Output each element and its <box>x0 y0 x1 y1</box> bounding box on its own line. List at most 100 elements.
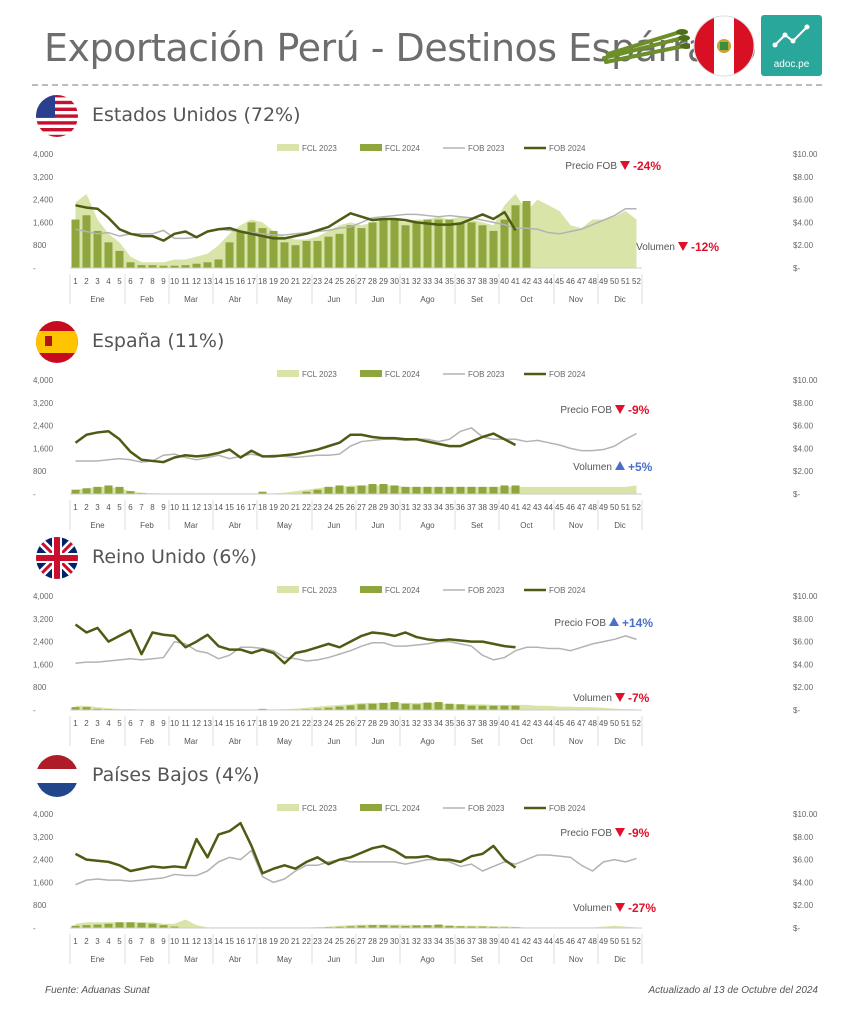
bar-fcl2024-week-24 <box>324 707 333 710</box>
bar-fcl2024-week-21 <box>291 245 300 268</box>
precio-fob-change: -9% <box>628 826 650 840</box>
week-tick-label: 7 <box>139 719 144 728</box>
bar-fcl2024-week-8 <box>148 923 157 928</box>
week-tick-label: 42 <box>522 719 531 728</box>
bar-fcl2024-week-34 <box>434 486 443 494</box>
month-label: Mar <box>184 521 198 530</box>
week-tick-label: 6 <box>128 503 133 512</box>
legend-swatch-fcl2023 <box>277 804 299 811</box>
week-tick-label: 48 <box>588 277 597 286</box>
legend-swatch-fcl2023 <box>277 370 299 377</box>
y-tick-label: 4,000 <box>33 810 54 819</box>
y2-tick-label: $4.00 <box>793 218 814 227</box>
volumen-change: -27% <box>628 901 656 915</box>
line-fob2023 <box>75 635 637 665</box>
week-tick-label: 5 <box>117 937 122 946</box>
week-tick-label: 50 <box>610 719 619 728</box>
month-label: Jun <box>372 295 385 304</box>
legend-label-fob2023: FOB 2023 <box>468 370 505 379</box>
week-tick-label: 25 <box>335 277 344 286</box>
section-reino-unido: Reino Unido (6%) FCL 2023 FCL 2024 FOB 202… <box>0 536 853 746</box>
week-tick-label: 9 <box>161 277 166 286</box>
week-tick-label: 36 <box>456 937 465 946</box>
bar-fcl2024-week-34 <box>434 924 443 928</box>
week-tick-label: 38 <box>478 503 487 512</box>
bar-fcl2024-week-28 <box>368 484 377 494</box>
volumen-down-arrow-icon <box>678 242 688 251</box>
week-tick-label: 27 <box>357 937 366 946</box>
week-tick-label: 4 <box>106 277 111 286</box>
bar-fcl2024-week-32 <box>412 925 421 928</box>
section-espana: España (11%) FCL 2023 FCL 2024 FOB 2023 FOB… <box>0 320 853 530</box>
legend-swatch-fcl2023 <box>277 144 299 151</box>
week-tick-label: 34 <box>434 503 443 512</box>
week-tick-label: 38 <box>478 937 487 946</box>
week-tick-label: 40 <box>500 719 509 728</box>
bar-fcl2024-week-6 <box>126 922 135 928</box>
y-tick-label: 4,000 <box>33 592 54 601</box>
brand-name: adoc.pe <box>773 59 810 70</box>
precio-fob-change: -9% <box>628 403 650 417</box>
week-tick-label: 18 <box>258 719 267 728</box>
bar-fcl2024-week-31 <box>401 225 410 268</box>
week-tick-label: 7 <box>139 277 144 286</box>
bar-fcl2024-week-38 <box>478 705 487 710</box>
month-label: Feb <box>140 295 154 304</box>
week-tick-label: 7 <box>139 937 144 946</box>
bar-fcl2024-week-15 <box>225 242 234 268</box>
week-tick-label: 41 <box>511 937 520 946</box>
week-tick-label: 3 <box>95 719 100 728</box>
legend-label-fcl2024: FCL 2024 <box>385 370 420 379</box>
week-tick-label: 29 <box>379 719 388 728</box>
week-tick-label: 33 <box>423 937 432 946</box>
bar-fcl2024-week-16 <box>236 230 245 268</box>
bar-fcl2024-week-35 <box>445 486 454 494</box>
week-tick-label: 43 <box>533 503 542 512</box>
week-tick-label: 50 <box>610 937 619 946</box>
week-tick-label: 44 <box>544 719 553 728</box>
bar-fcl2024-week-36 <box>456 222 465 268</box>
bar-fcl2024-week-18 <box>258 708 267 710</box>
y2-tick-label: $6.00 <box>793 638 814 647</box>
week-tick-label: 43 <box>533 937 542 946</box>
month-label: Ago <box>420 737 435 746</box>
week-tick-label: 21 <box>291 719 300 728</box>
month-label: Nov <box>569 737 583 746</box>
bar-fcl2024-week-3 <box>93 708 102 710</box>
precio-fob-change: -24% <box>633 159 661 173</box>
week-tick-label: 30 <box>390 719 399 728</box>
week-tick-label: 30 <box>390 277 399 286</box>
week-tick-label: 39 <box>489 719 498 728</box>
week-tick-label: 39 <box>489 277 498 286</box>
legend-label-fob2024: FOB 2024 <box>549 804 586 813</box>
week-tick-label: 52 <box>632 503 641 512</box>
bar-fcl2024-week-32 <box>412 486 421 494</box>
week-tick-label: 45 <box>555 277 564 286</box>
month-label: Abr <box>229 521 242 530</box>
week-tick-label: 15 <box>225 937 234 946</box>
week-tick-label: 28 <box>368 277 377 286</box>
week-tick-label: 28 <box>368 719 377 728</box>
week-tick-label: 13 <box>203 937 212 946</box>
bar-fcl2024-week-27 <box>357 925 366 928</box>
bar-fcl2024-week-13 <box>203 262 212 268</box>
bar-fcl2024-week-35 <box>445 703 454 710</box>
week-tick-label: 22 <box>302 719 311 728</box>
precio-fob-down-arrow-icon <box>620 161 630 170</box>
month-label: Mar <box>184 295 198 304</box>
month-label: Dic <box>614 955 626 964</box>
bar-fcl2024-week-33 <box>423 219 432 268</box>
legend-swatch-fcl2024 <box>360 370 382 377</box>
week-tick-label: 42 <box>522 937 531 946</box>
month-label: Nov <box>569 955 583 964</box>
week-tick-label: 10 <box>170 719 179 728</box>
legend-label-fob2023: FOB 2023 <box>468 804 505 813</box>
month-label: Ene <box>90 521 105 530</box>
y-tick-label: 800 <box>33 901 47 910</box>
week-tick-label: 50 <box>610 277 619 286</box>
week-tick-label: 36 <box>456 503 465 512</box>
week-tick-label: 11 <box>181 937 190 946</box>
y-tick-label: 4,000 <box>33 150 54 159</box>
y2-tick-label: $- <box>793 924 800 933</box>
bar-fcl2024-week-22 <box>302 491 311 494</box>
